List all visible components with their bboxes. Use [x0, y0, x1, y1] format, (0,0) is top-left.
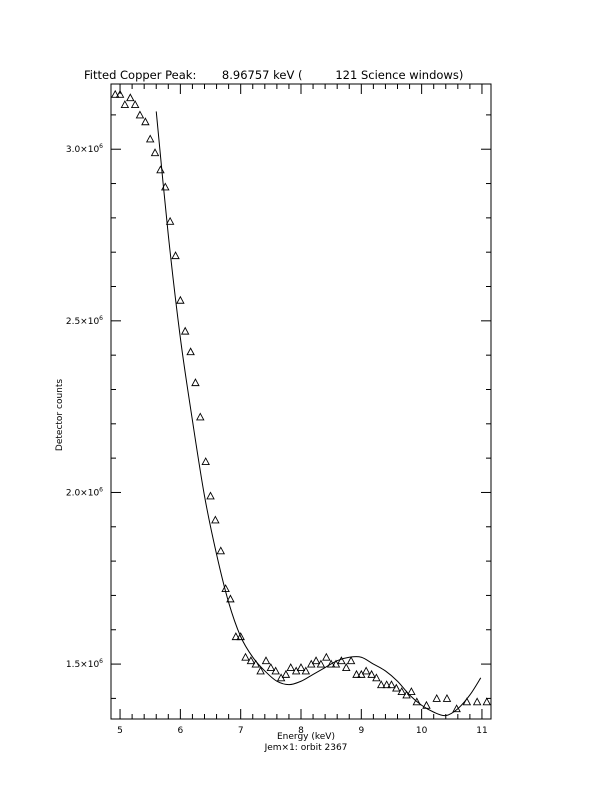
data-point-triangle — [482, 697, 492, 706]
data-point-triangle — [251, 659, 261, 668]
y-tick-label: 3.0×106 — [66, 143, 103, 155]
data-point-triangle — [191, 378, 200, 387]
data-point-triangle — [180, 326, 190, 335]
data-point-triangle — [261, 656, 271, 665]
data-point-triangle — [236, 632, 245, 641]
data-point-triangle — [442, 693, 452, 702]
data-point-triangle — [341, 663, 351, 671]
data-point-triangle — [120, 100, 130, 109]
chart-title: Fitted Copper Peak: 8.96757 keV ( 121 Sc… — [84, 68, 464, 82]
data-point-triangle — [472, 697, 482, 706]
data-point-triangle — [397, 687, 406, 695]
y-tick-label: 1.5×106 — [66, 658, 103, 670]
x-axis-label: Energy (keV) — [277, 732, 335, 742]
data-point-triangle — [145, 134, 155, 143]
data-point-triangle — [266, 663, 276, 671]
data-point-triangle — [462, 697, 472, 706]
data-point-triangle — [271, 666, 280, 675]
data-point-triangle — [301, 666, 311, 675]
data-point-triangle — [130, 100, 140, 109]
data-point-triangle — [156, 165, 165, 174]
data-point-triangle — [361, 666, 371, 675]
data-point-triangle — [286, 663, 295, 671]
data-point-triangle — [352, 669, 361, 678]
data-point-triangle — [367, 669, 376, 678]
data-point-triangle — [382, 680, 391, 689]
data-point-triangle — [150, 148, 160, 157]
data-point-triangle — [337, 656, 346, 665]
x-tick-label: 6 — [177, 726, 183, 736]
data-point-triangle — [246, 656, 256, 665]
data-point-triangle — [226, 594, 235, 603]
data-point-triangle — [407, 687, 416, 695]
data-point-triangle — [452, 704, 461, 713]
data-point-triangle — [311, 656, 321, 665]
chart-caption: Jem×1: orbit 2367 — [264, 743, 348, 753]
data-point-triangle — [176, 295, 185, 304]
data-point-triangle — [171, 251, 180, 260]
data-points — [110, 89, 492, 713]
data-point-triangle — [322, 652, 331, 661]
data-point-triangle — [256, 666, 265, 675]
data-point-triangle — [211, 515, 220, 524]
data-point-triangle — [412, 697, 422, 706]
data-point-triangle — [376, 680, 386, 689]
data-point-triangle — [201, 457, 210, 466]
x-tick-label: 10 — [416, 726, 428, 736]
data-point-triangle — [241, 652, 250, 661]
data-point-triangle — [346, 656, 356, 665]
plot-frame — [110, 83, 492, 720]
x-tick-labels: 5 6 7 8 9 10 11 — [117, 726, 487, 736]
data-point-triangle — [206, 491, 215, 500]
data-point-triangle — [161, 182, 170, 191]
y-tick-label: 2.0×106 — [66, 486, 103, 498]
data-point-triangle — [326, 659, 336, 668]
x-tick-label: 7 — [238, 726, 244, 736]
data-point-triangle — [392, 683, 401, 692]
data-point-triangle — [165, 216, 175, 225]
data-point-triangle — [115, 89, 125, 98]
data-point-triangle — [126, 93, 135, 102]
y-tick-label: 2.5×106 — [66, 315, 103, 327]
data-point-triangle — [296, 663, 306, 671]
data-point-triangle — [221, 584, 230, 593]
data-point-triangle — [281, 669, 291, 678]
x-tick-label: 5 — [117, 726, 123, 736]
y-axis-label: Detector counts — [55, 378, 65, 452]
data-point-triangle — [422, 700, 431, 709]
data-point-triangle — [231, 632, 241, 641]
data-point-triangle — [387, 680, 396, 689]
data-point-triangle — [372, 673, 381, 682]
data-point-triangle — [186, 347, 195, 356]
y-tick-labels: 1.5×106 2.0×106 2.5×106 3.0×106 — [66, 143, 103, 670]
data-point-triangle — [432, 693, 441, 702]
data-point-triangle — [110, 89, 120, 98]
x-tick-label: 11 — [476, 726, 487, 736]
axis-ticks — [111, 84, 491, 719]
x-tick-label: 8 — [298, 726, 304, 736]
data-point-triangle — [135, 110, 145, 119]
data-point-triangle — [316, 659, 326, 668]
data-point-triangle — [216, 546, 226, 555]
data-point-triangle — [196, 412, 205, 421]
data-point-triangle — [141, 117, 150, 126]
fit-curve — [155, 111, 482, 717]
x-tick-label: 9 — [358, 726, 364, 736]
